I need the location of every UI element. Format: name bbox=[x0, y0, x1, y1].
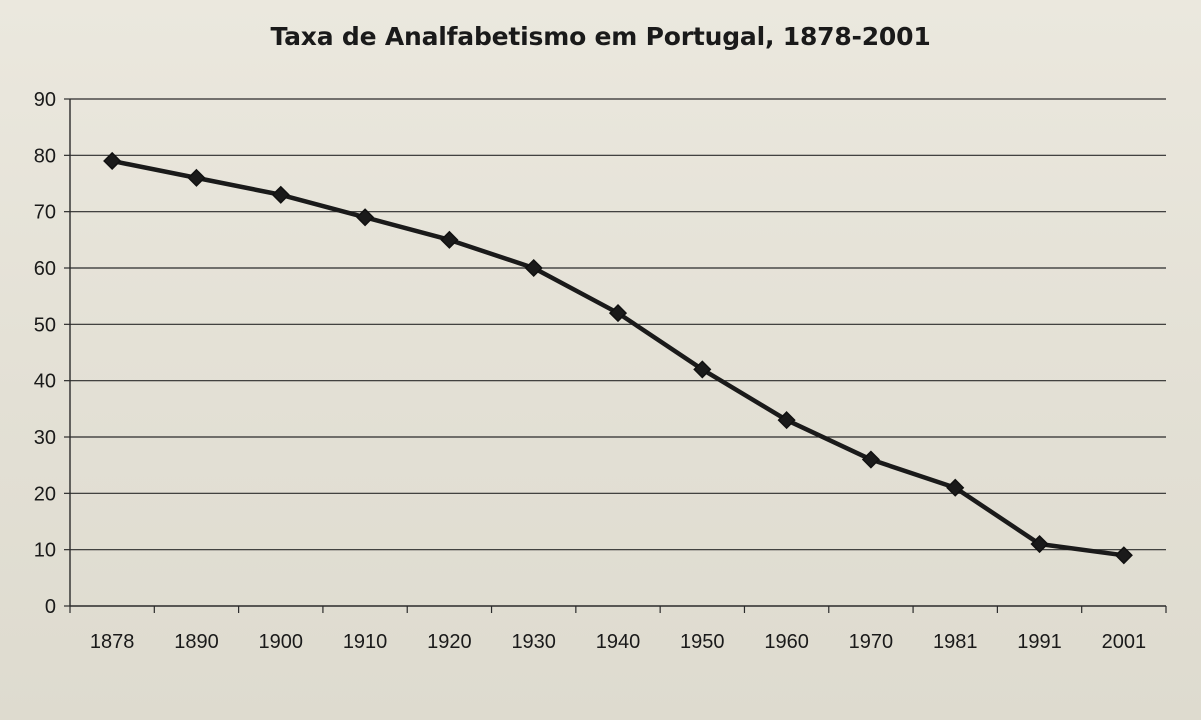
data-point-marker bbox=[356, 208, 375, 227]
data-point-marker bbox=[946, 478, 965, 497]
data-point-marker bbox=[777, 411, 796, 430]
y-tick-label: 40 bbox=[34, 371, 56, 393]
x-tick-label: 1940 bbox=[596, 631, 641, 653]
y-tick-label: 0 bbox=[45, 596, 56, 618]
x-tick-label: 1878 bbox=[90, 631, 135, 653]
data-point-marker bbox=[1030, 534, 1049, 554]
y-tick-label: 90 bbox=[34, 89, 56, 111]
data-point-marker bbox=[693, 360, 712, 379]
x-tick-label: 1950 bbox=[680, 631, 725, 653]
x-tick-label: 1930 bbox=[511, 631, 556, 653]
y-tick-label: 30 bbox=[34, 427, 56, 449]
data-point-marker bbox=[608, 304, 628, 323]
x-tick-labels: 1878 1890 1900 1910 1920 1930 1940 1950 1960 1970… bbox=[90, 631, 1146, 653]
data-point-marker bbox=[271, 185, 290, 204]
y-tick-label: 10 bbox=[34, 540, 56, 562]
x-tick-label: 1910 bbox=[343, 631, 388, 653]
data-point-marker bbox=[524, 258, 543, 278]
data-point-marker bbox=[440, 230, 459, 249]
series-layer bbox=[103, 151, 1133, 565]
y-tick-label: 70 bbox=[34, 202, 56, 224]
x-tick-label: 1900 bbox=[259, 631, 304, 653]
data-point-marker bbox=[861, 450, 880, 469]
y-tick-labels: 0 10 20 30 40 50 60 70 80 90 bbox=[34, 89, 56, 618]
y-tick-label: 50 bbox=[34, 314, 56, 336]
x-tick-label: 1981 bbox=[933, 631, 978, 653]
x-tick-label: 1920 bbox=[427, 631, 472, 653]
chart-title: Taxa de Analfabetismo em Portugal, 1878-… bbox=[270, 22, 931, 51]
series-line bbox=[109, 158, 1127, 558]
data-point-marker bbox=[1114, 546, 1133, 565]
x-tick-label: 1890 bbox=[174, 631, 219, 653]
axes bbox=[64, 98, 1167, 613]
y-tick-label: 20 bbox=[34, 483, 56, 505]
y-tick-label: 80 bbox=[34, 145, 56, 167]
x-tick-label: 2001 bbox=[1102, 631, 1147, 653]
x-tick-label: 1960 bbox=[764, 631, 809, 653]
data-point-marker bbox=[103, 151, 122, 171]
gridlines bbox=[70, 98, 1166, 551]
y-tick-label: 60 bbox=[34, 258, 56, 280]
x-tick-label: 1970 bbox=[849, 631, 894, 653]
data-point-marker bbox=[187, 168, 206, 187]
x-tick-label: 1991 bbox=[1017, 631, 1062, 653]
